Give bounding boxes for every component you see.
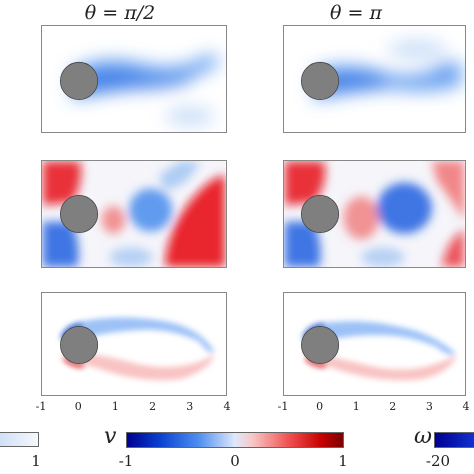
colorbar-partial-left-label: 1 — [31, 452, 41, 470]
cylinder-icon — [301, 325, 340, 365]
flow-field-row2-right — [284, 161, 465, 267]
x-axis-right-tick-1: 0 — [316, 400, 324, 413]
x-axis-right-tick-2: 1 — [352, 400, 360, 413]
x-axis-left-tick-5: 4 — [223, 400, 231, 413]
x-axis-left-tick-3: 2 — [149, 400, 157, 413]
colorbar-v-label-max: 1 — [338, 452, 348, 470]
x-axis-right-tick-4: 3 — [425, 400, 433, 413]
colorbar-partial-left — [0, 432, 39, 447]
panel-row2-right — [283, 160, 466, 268]
flow-field-row2-left — [42, 161, 226, 267]
x-axis-left-tick-2: 1 — [111, 400, 119, 413]
colorbar-omega-label-min: -20 — [425, 452, 451, 470]
x-axis-right-tick-5: 4 — [462, 400, 470, 413]
x-axis-right-tick-3: 2 — [389, 400, 397, 413]
x-axis-left-tick-1: 0 — [74, 400, 82, 413]
flow-field-row1-left — [59, 53, 222, 127]
column-title-right: θ = π — [330, 2, 382, 24]
panel-row1-left — [41, 25, 227, 133]
panel-row2-left — [41, 160, 227, 268]
x-axis-left-tick-4: 3 — [186, 400, 194, 413]
colorbar-v — [126, 432, 344, 448]
colorbar-v-label-min: -1 — [118, 452, 134, 470]
vorticity-field-row3-right — [301, 321, 457, 381]
colorbar-omega — [434, 432, 474, 448]
panel-row1-right — [283, 25, 466, 133]
cylinder-icon — [59, 194, 99, 234]
colorbar-v-label-mid: 0 — [230, 452, 240, 470]
colorbar-v-symbol: v — [104, 424, 117, 449]
cylinder-icon — [59, 61, 99, 101]
cylinder-icon — [300, 61, 340, 101]
cylinder-icon — [60, 325, 99, 365]
vorticity-field-row3-left — [60, 317, 215, 381]
panel-row3-left — [41, 292, 227, 396]
panel-row3-right — [283, 292, 466, 396]
colorbar-omega-symbol: ω — [414, 424, 432, 449]
x-axis-left-tick-0: -1 — [35, 400, 47, 413]
flow-field-row1-right — [300, 39, 462, 101]
column-title-left: θ = π/2 — [84, 2, 156, 24]
x-axis-right-tick-0: -1 — [277, 400, 289, 413]
cylinder-icon — [300, 194, 340, 234]
